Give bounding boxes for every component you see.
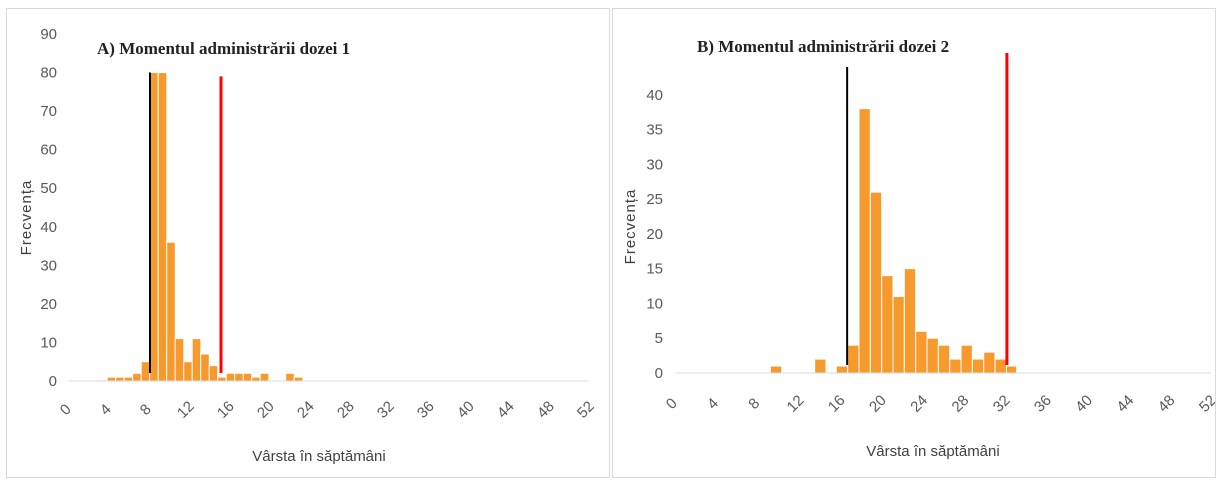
histogram-bar [858, 108, 871, 374]
x-tick-label: 0 [663, 395, 681, 413]
histogram-bar [200, 353, 210, 382]
x-tick-label: 16 [825, 392, 849, 416]
x-tick-label: 12 [784, 392, 808, 416]
y-tick-label: 40 [646, 87, 663, 104]
histogram-bar [191, 338, 202, 382]
histogram-bar [132, 372, 142, 382]
y-tick-label: 15 [646, 261, 663, 278]
y-tick-label: 30 [40, 257, 57, 274]
histogram-bar [971, 358, 985, 374]
x-tick-label: 40 [1072, 392, 1096, 416]
histogram-bar [225, 372, 236, 382]
y-tick-label: 0 [655, 365, 663, 382]
y-tick-label: 0 [49, 373, 57, 390]
x-tick-label: 20 [254, 398, 278, 422]
x-tick-label: 44 [1113, 392, 1137, 416]
histogram-bar [293, 376, 304, 382]
histogram-bar [259, 372, 270, 382]
x-tick-label: 48 [534, 398, 558, 422]
histogram-bar [892, 295, 905, 374]
histogram-bar [157, 72, 168, 382]
y-tick-label: 30 [646, 156, 663, 173]
histogram-bar [217, 376, 227, 382]
x-tick-label: 4 [704, 395, 722, 413]
histogram-bar [123, 376, 134, 382]
x-tick-label: 4 [97, 401, 115, 419]
x-tick-label: 24 [907, 392, 931, 416]
y-tick-label: 35 [646, 122, 663, 139]
chart-panel-b: B) Momentul administrării dozei 2 0 5 10 15 2… [612, 8, 1220, 478]
histogram-bar [183, 361, 193, 382]
y-axis-label: Frecvența [18, 180, 35, 256]
y-tick-label: 40 [40, 219, 57, 236]
histogram-bar [115, 376, 125, 382]
histogram-bar [847, 344, 860, 374]
x-tick-label: 16 [214, 398, 238, 422]
x-tick-label: 48 [1155, 392, 1179, 416]
x-tick-label: 52 [574, 398, 598, 422]
y-tick-label: 80 [40, 65, 57, 82]
histogram-bar [869, 191, 883, 374]
y-tick-label: 10 [646, 295, 663, 312]
x-tick-label: 24 [294, 398, 318, 422]
histogram-bar [915, 330, 928, 374]
y-tick-label: 10 [40, 334, 57, 351]
chart-title: B) Momentul administrării dozei 2 [697, 37, 949, 56]
histogram-bar [769, 365, 783, 374]
x-tick-label: 44 [494, 398, 518, 422]
histogram-bar [242, 372, 253, 382]
x-tick-label: 32 [990, 392, 1014, 416]
y-tick-label: 60 [40, 142, 57, 159]
x-tick-label: 32 [374, 398, 398, 422]
chart-title: A) Momentul administrării dozei 1 [97, 39, 350, 58]
x-tick-label: 28 [334, 398, 358, 422]
histogram-bar [949, 358, 962, 374]
histogram-bar [983, 351, 996, 374]
y-tick-label: 50 [40, 180, 57, 197]
y-tick-label: 90 [40, 26, 57, 43]
histogram-bar [835, 365, 849, 374]
x-tick-label: 52 [1196, 392, 1215, 416]
histogram-bar [1004, 365, 1018, 374]
x-tick-label: 20 [866, 392, 890, 416]
x-tick-label: 12 [174, 398, 198, 422]
histogram-dose-1: A) Momentul administrării dozei 1 0 10 20 30… [18, 26, 598, 465]
histogram-bar [106, 376, 117, 382]
histogram-bar [960, 344, 973, 374]
histogram-bar [251, 376, 261, 382]
histogram-bar [903, 268, 917, 374]
histogram-bar [994, 358, 1007, 374]
histogram-bar [881, 275, 894, 374]
histogram-bar [234, 372, 244, 382]
histogram-bar [140, 361, 151, 382]
histogram-bar [814, 358, 827, 374]
x-tick-label: 8 [745, 395, 763, 413]
histogram-dose-2: B) Momentul administrării dozei 2 0 5 10 15 2… [622, 37, 1220, 460]
y-tick-label: 20 [40, 296, 57, 313]
histogram-bar [937, 344, 951, 374]
histogram-bar [285, 372, 295, 382]
histogram-bar [166, 241, 176, 382]
x-tick-label: 36 [1031, 392, 1055, 416]
y-tick-label: 20 [646, 226, 663, 243]
histogram-bar [926, 337, 939, 374]
x-tick-label: 0 [57, 401, 75, 419]
x-tick-label: 8 [137, 401, 155, 419]
y-tick-label: 5 [655, 330, 663, 347]
x-axis-label: Vârsta în săptămâni [866, 443, 999, 460]
x-tick-label: 36 [414, 398, 438, 422]
y-tick-label: 70 [40, 103, 57, 120]
histogram-bar [174, 338, 185, 382]
x-axis-label: Vârsta în săptămâni [252, 448, 385, 465]
y-axis-label: Frecvența [622, 189, 639, 265]
histogram-bar [208, 365, 219, 382]
chart-panel-a: A) Momentul administrării dozei 1 0 10 20 30… [6, 8, 610, 478]
x-tick-label: 40 [454, 398, 478, 422]
y-tick-label: 25 [646, 191, 663, 208]
x-tick-label: 28 [949, 392, 973, 416]
